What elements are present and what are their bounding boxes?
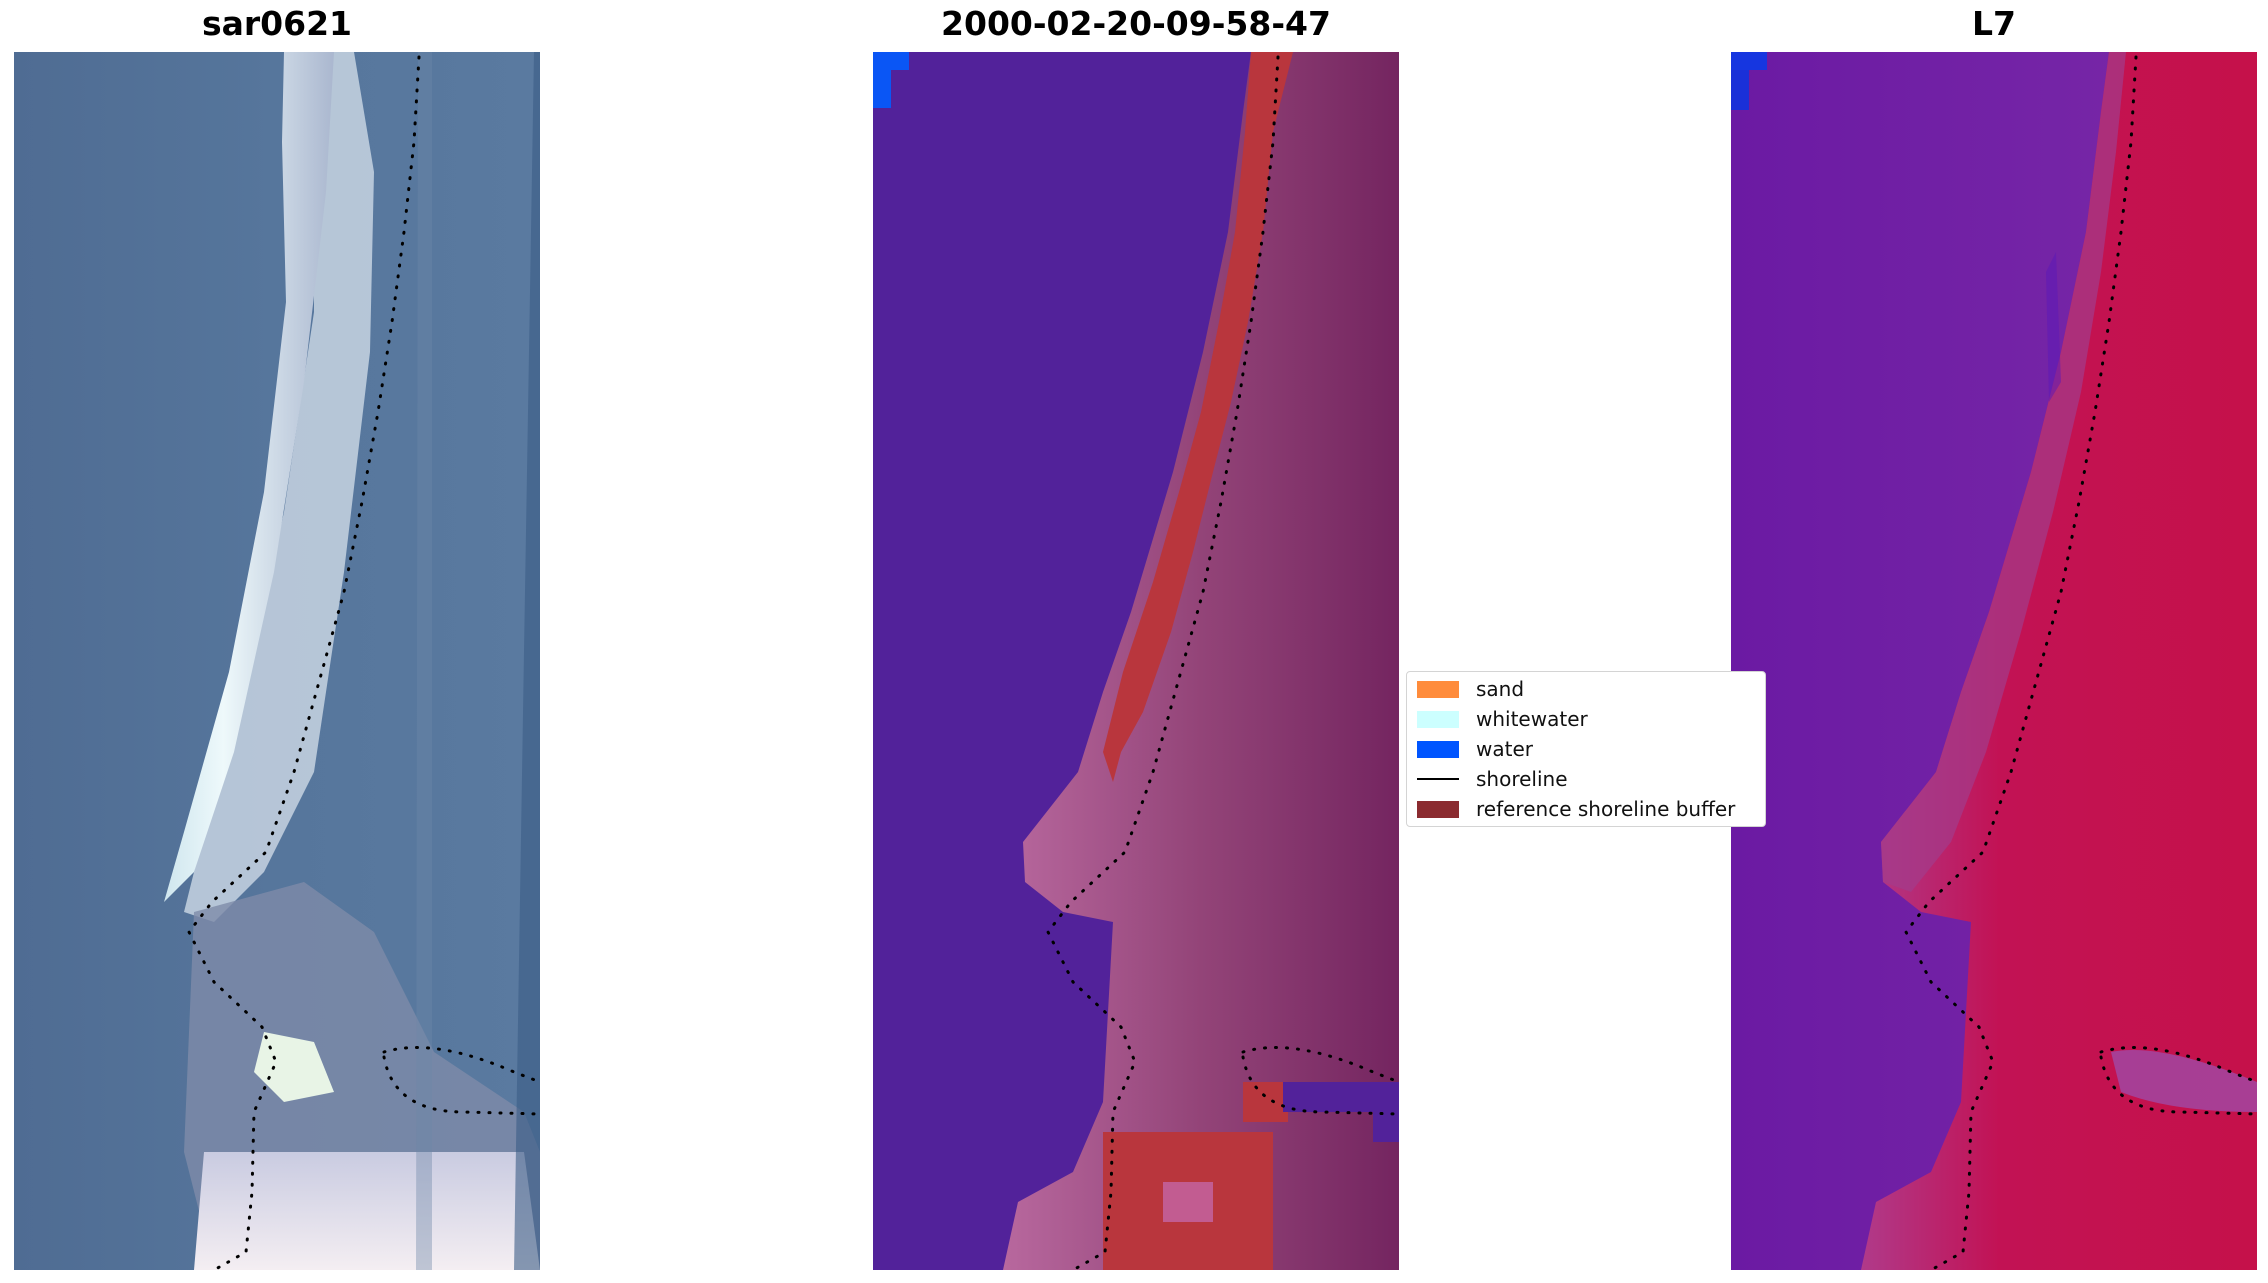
- legend-label-sand: sand: [1476, 677, 1525, 701]
- true-color-image-panel: [14, 52, 540, 1270]
- legend-label-reference-buffer: reference shoreline buffer: [1476, 797, 1736, 821]
- panel-title-left: sar0621: [201, 4, 353, 43]
- false-color-image: [1731, 52, 2257, 1270]
- legend-label-water: water: [1476, 737, 1533, 761]
- shoreline-dotted-left: [187, 55, 421, 1270]
- classified-image: [873, 52, 1399, 1270]
- false-color-image-panel: [1731, 52, 2257, 1270]
- legend-label-shoreline: shoreline: [1476, 767, 1568, 791]
- true-color-image: [14, 52, 540, 1270]
- panel-title-middle: 2000-02-20-09-58-47: [941, 4, 1331, 43]
- legend-item-shoreline: shoreline: [1417, 764, 1568, 794]
- shoreline-line-swatch: [1417, 778, 1459, 780]
- sand-swatch: [1417, 680, 1459, 698]
- water-swatch: [1417, 740, 1459, 758]
- legend-item-reference-buffer: reference shoreline buffer: [1417, 794, 1735, 824]
- shoreline-dotted-middle: [1046, 55, 1280, 1270]
- legend: sand whitewater water shoreline referenc…: [1406, 671, 1766, 827]
- legend-label-whitewater: whitewater: [1476, 707, 1588, 731]
- shoreline-dotted-right: [1904, 55, 2138, 1270]
- legend-item-sand: sand: [1417, 674, 1524, 704]
- buffer-swatch: [1417, 800, 1459, 818]
- legend-item-water: water: [1417, 734, 1533, 764]
- legend-item-whitewater: whitewater: [1417, 704, 1588, 734]
- whitewater-swatch: [1417, 710, 1459, 728]
- panel-title-right: L7: [1972, 4, 2016, 43]
- classified-image-panel: [873, 52, 1399, 1270]
